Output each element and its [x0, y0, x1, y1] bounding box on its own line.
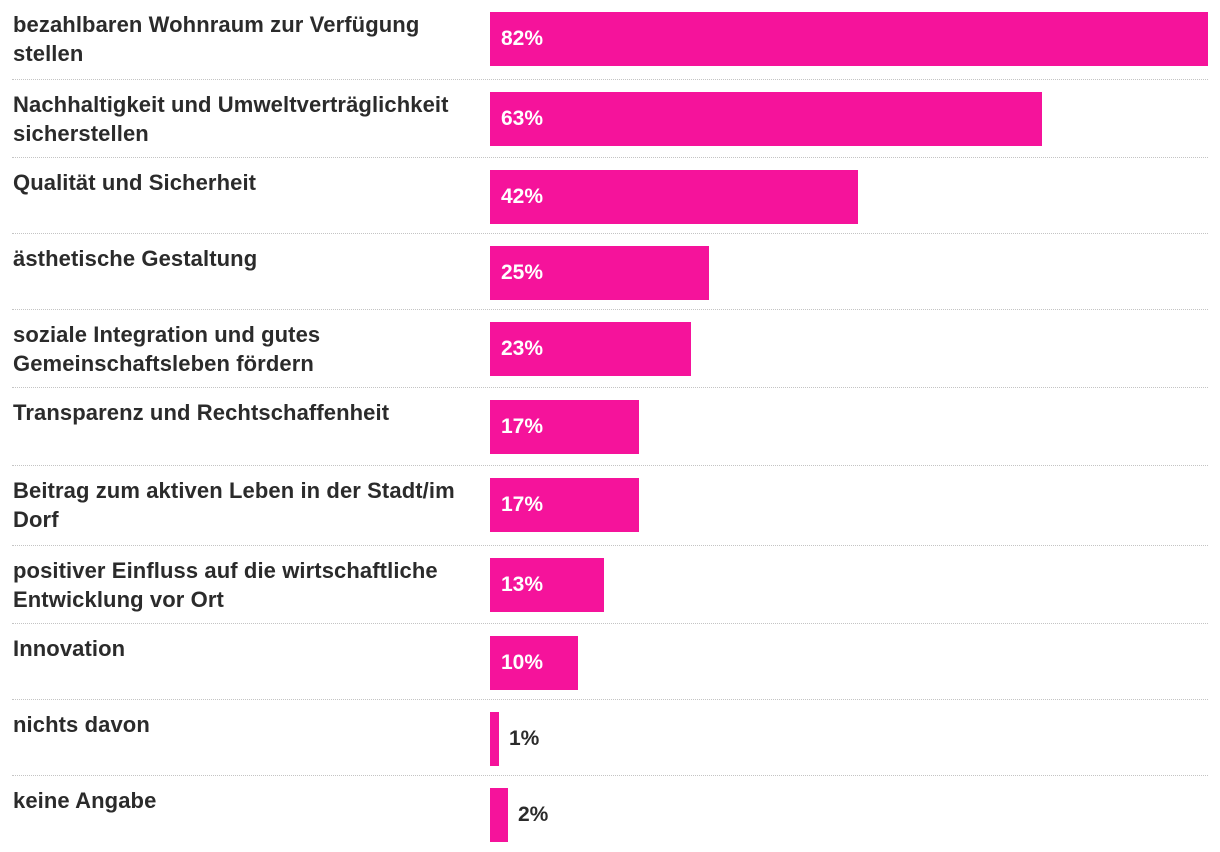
bar	[490, 92, 1042, 146]
bar	[490, 170, 858, 224]
value-label: 23%	[501, 337, 544, 360]
row-divider	[12, 79, 1208, 80]
bar	[490, 712, 499, 766]
category-label: Innovation	[13, 636, 126, 661]
bar	[490, 400, 639, 454]
bar	[490, 788, 508, 842]
category-label: bezahlbaren Wohnraum zur Verfügung stell…	[13, 12, 420, 66]
category-label: nichts davon	[13, 712, 150, 737]
row-divider	[12, 545, 1208, 546]
bar	[490, 12, 1208, 66]
value-label: 13%	[501, 573, 544, 596]
row-divider	[12, 775, 1208, 776]
value-label: 17%	[501, 493, 544, 516]
value-label: 25%	[501, 261, 544, 284]
chart-row: nichts davon 1%	[0, 712, 1220, 766]
value-label: 82%	[501, 27, 544, 50]
category-label: ästhetische Gestaltung	[13, 246, 258, 271]
category-label: Nachhaltigkeit und Umweltverträglichkeit…	[13, 92, 449, 146]
bar	[490, 636, 578, 690]
value-label: 63%	[501, 107, 544, 130]
bar	[490, 322, 691, 376]
chart-row: ästhetische Gestaltung 25%	[0, 246, 1220, 300]
value-label: 10%	[501, 651, 544, 674]
row-divider	[12, 623, 1208, 624]
chart-row: Nachhaltigkeit und Umweltverträglichkeit…	[0, 92, 1220, 146]
row-divider	[12, 309, 1208, 310]
row-divider	[12, 465, 1208, 466]
bar	[490, 246, 709, 300]
chart-row: Innovation 10%	[0, 636, 1220, 690]
chart-row: bezahlbaren Wohnraum zur Verfügung stell…	[0, 12, 1220, 66]
value-label: 1%	[509, 727, 540, 750]
category-label: Qualität und Sicherheit	[13, 170, 257, 195]
category-label: keine Angabe	[13, 788, 157, 813]
bar	[490, 558, 604, 612]
chart-row: Qualität und Sicherheit 42%	[0, 170, 1220, 224]
chart-row: positiver Einfluss auf die wirtschaftlic…	[0, 558, 1220, 612]
value-label: 17%	[501, 415, 544, 438]
row-divider	[12, 699, 1208, 700]
value-label: 42%	[501, 185, 544, 208]
category-label: Transparenz und Rechtschaffenheit	[13, 400, 390, 425]
row-divider	[12, 387, 1208, 388]
row-divider	[12, 233, 1208, 234]
category-label: Beitrag zum aktiven Leben in der Stadt/i…	[13, 478, 455, 532]
row-divider	[12, 157, 1208, 158]
chart-row: soziale Integration und gutes Gemeinscha…	[0, 322, 1220, 376]
category-label: positiver Einfluss auf die wirtschaftlic…	[13, 558, 438, 612]
chart-row: keine Angabe 2%	[0, 788, 1220, 842]
category-label: soziale Integration und gutes Gemeinscha…	[13, 322, 321, 376]
chart-row: Beitrag zum aktiven Leben in der Stadt/i…	[0, 478, 1220, 532]
value-label: 2%	[518, 803, 549, 826]
bar	[490, 478, 639, 532]
chart-row: Transparenz und Rechtschaffenheit 17%	[0, 400, 1220, 454]
